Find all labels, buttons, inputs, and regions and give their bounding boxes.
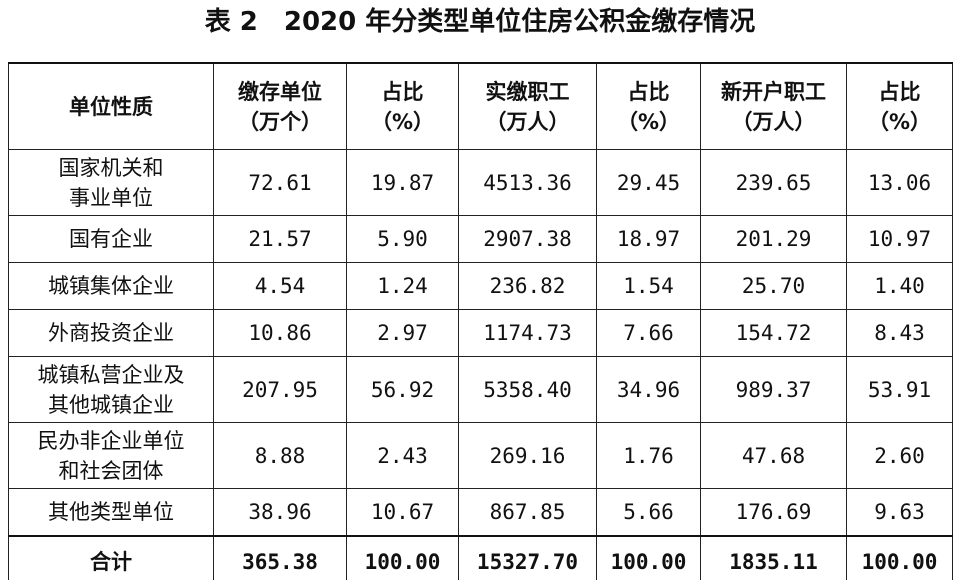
row-label: 国有企业 — [8, 215, 214, 263]
cell: 10.97 — [846, 215, 953, 263]
table-row: 其他类型单位 38.96 10.67 867.85 5.66 176.69 9.63 — [8, 488, 953, 536]
cell: 207.95 — [213, 356, 347, 423]
cell: 154.72 — [700, 309, 847, 357]
cell: 19.87 — [346, 149, 459, 216]
header-cell: 缴存单位 （万个） — [213, 62, 347, 150]
cell: 1.24 — [346, 262, 459, 310]
table-row: 城镇集体企业 4.54 1.24 236.82 1.54 25.70 1.40 — [8, 262, 953, 310]
cell: 2.43 — [346, 422, 459, 489]
table-row: 国有企业 21.57 5.90 2907.38 18.97 201.29 10.97 — [8, 215, 953, 263]
cell: 1.40 — [846, 262, 953, 310]
row-label: 外商投资企业 — [8, 309, 214, 357]
cell: 867.85 — [458, 488, 597, 536]
table-row: 外商投资企业 10.86 2.97 1174.73 7.66 154.72 8.43 — [8, 309, 953, 357]
cell: 10.86 — [213, 309, 347, 357]
cell: 8.43 — [846, 309, 953, 357]
cell: 47.68 — [700, 422, 847, 489]
cell: 4.54 — [213, 262, 347, 310]
cell: 18.97 — [596, 215, 701, 263]
header-cell: 实缴职工 （万人） — [458, 62, 597, 150]
cell: 2.97 — [346, 309, 459, 357]
cell: 1.76 — [596, 422, 701, 489]
total-row: 合计 365.38 100.00 15327.70 100.00 1835.11 100.0… — [8, 535, 953, 580]
cell: 269.16 — [458, 422, 597, 489]
total-cell: 1835.11 — [700, 535, 847, 580]
cell: 2907.38 — [458, 215, 597, 263]
cell: 56.92 — [346, 356, 459, 423]
cell: 1.54 — [596, 262, 701, 310]
cell: 5.90 — [346, 215, 459, 263]
header-cell: 占比 （%） — [596, 62, 701, 150]
cell: 25.70 — [700, 262, 847, 310]
cell: 2.60 — [846, 422, 953, 489]
table-row: 国家机关和 事业单位 72.61 19.87 4513.36 29.45 239.65 13… — [8, 149, 953, 216]
cell: 9.63 — [846, 488, 953, 536]
table-row: 城镇私营企业及 其他城镇企业 207.95 56.92 5358.40 34.96 989… — [8, 356, 953, 423]
cell: 38.96 — [213, 488, 347, 536]
header-cell: 占比 （%） — [346, 62, 459, 150]
header-row: 单位性质 缴存单位 （万个） 占比 （%） 实缴职工 （万人） 占比 （%） 新开户职工 … — [8, 62, 953, 150]
header-cell: 新开户职工 （万人） — [700, 62, 847, 150]
total-cell: 365.38 — [213, 535, 347, 580]
cell: 7.66 — [596, 309, 701, 357]
cell: 201.29 — [700, 215, 847, 263]
cell: 4513.36 — [458, 149, 597, 216]
total-cell: 15327.70 — [458, 535, 597, 580]
row-label: 国家机关和 事业单位 — [8, 149, 214, 216]
cell: 239.65 — [700, 149, 847, 216]
row-label: 其他类型单位 — [8, 488, 214, 536]
cell: 10.67 — [346, 488, 459, 536]
cell: 176.69 — [700, 488, 847, 536]
cell: 21.57 — [213, 215, 347, 263]
total-cell: 100.00 — [846, 535, 953, 580]
total-cell: 100.00 — [596, 535, 701, 580]
cell: 989.37 — [700, 356, 847, 423]
total-cell: 100.00 — [346, 535, 459, 580]
cell: 1174.73 — [458, 309, 597, 357]
cell: 29.45 — [596, 149, 701, 216]
table-row: 民办非企业单位 和社会团体 8.88 2.43 269.16 1.76 47.68 2.60 — [8, 422, 953, 489]
cell: 236.82 — [458, 262, 597, 310]
row-label: 城镇私营企业及 其他城镇企业 — [8, 356, 214, 423]
row-label: 城镇集体企业 — [8, 262, 214, 310]
header-cell: 单位性质 — [8, 62, 214, 150]
cell: 72.61 — [213, 149, 347, 216]
cell: 5.66 — [596, 488, 701, 536]
header-cell: 占比 （%） — [846, 62, 953, 150]
cell: 34.96 — [596, 356, 701, 423]
row-label: 民办非企业单位 和社会团体 — [8, 422, 214, 489]
table-title: 表 2 2020 年分类型单位住房公积金缴存情况 — [204, 7, 756, 37]
table-body: 国家机关和 事业单位 72.61 19.87 4513.36 29.45 239.65 13… — [8, 149, 953, 580]
data-table: 单位性质 缴存单位 （万个） 占比 （%） 实缴职工 （万人） 占比 （%） 新开户职工 … — [8, 62, 953, 580]
cell: 53.91 — [846, 356, 953, 423]
cell: 8.88 — [213, 422, 347, 489]
total-label: 合计 — [8, 535, 214, 580]
cell: 5358.40 — [458, 356, 597, 423]
cell: 13.06 — [846, 149, 953, 216]
